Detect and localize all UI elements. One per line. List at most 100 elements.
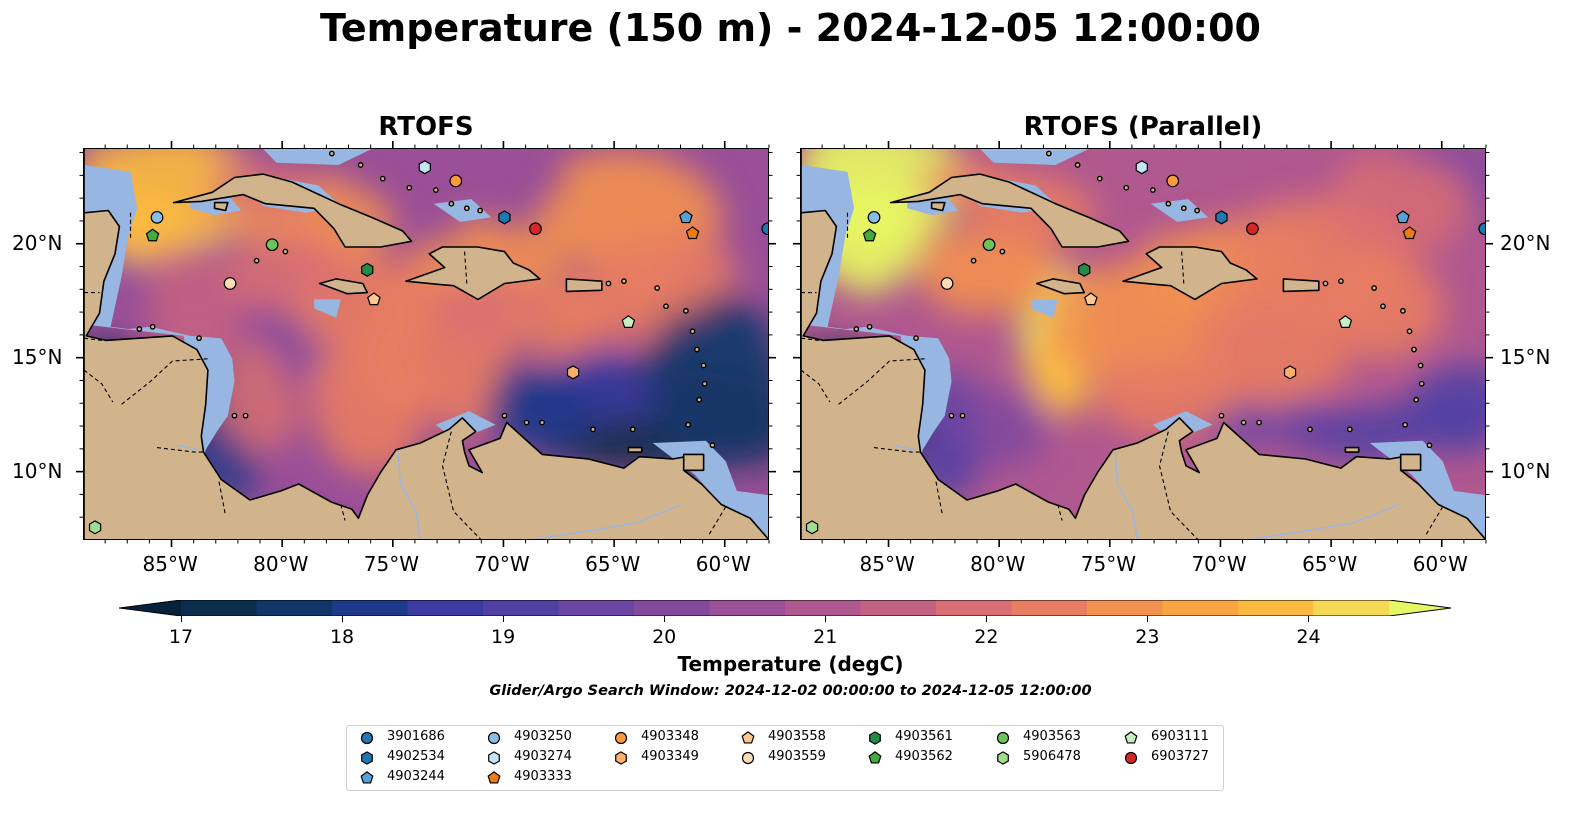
colorbar-segment	[558, 600, 635, 616]
colorbar-segment	[936, 600, 1013, 616]
lon-tick-label: 70°W	[1191, 552, 1247, 576]
colorbar-segment	[181, 600, 258, 616]
float-marker-4903562[interactable]	[145, 228, 160, 242]
lon-tick-label: 75°W	[1080, 552, 1137, 576]
colorbar-tick-label: 22	[974, 626, 999, 648]
legend-marker-4903559[interactable]	[741, 751, 755, 765]
colorbar-tick-label: 19	[491, 626, 516, 648]
colorbar-tick-mark	[664, 616, 666, 622]
legend-marker-4903558[interactable]	[741, 731, 755, 744]
figure-title: Temperature (150 m) - 2024-12-05 12:00:0…	[319, 6, 1261, 50]
legend-marker-4903562[interactable]	[868, 751, 882, 764]
lon-tick-label: 80°W	[253, 552, 309, 576]
circle-marker-icon	[360, 731, 374, 745]
colorbar-label: Temperature (degC)	[677, 652, 904, 676]
float-marker-4902534[interactable]	[498, 210, 511, 225]
legend-label: 5906478	[1023, 749, 1081, 764]
legend-marker-4903349[interactable]	[615, 751, 627, 765]
colorbar-tick-mark	[986, 616, 988, 622]
legend-marker-4903348[interactable]	[614, 731, 628, 745]
float-marker-5906478[interactable]	[88, 520, 102, 535]
lat-tick-label: 10°N	[12, 458, 63, 483]
float-marker-4903250[interactable]	[150, 210, 164, 224]
map-rtofs-parallel[interactable]	[800, 148, 1486, 540]
pentagon-marker-icon	[868, 751, 882, 764]
float-marker-4903274[interactable]	[418, 160, 431, 175]
float-marker-4903559[interactable]	[940, 277, 954, 290]
legend-marker-4902534[interactable]	[361, 751, 373, 765]
legend-marker-4903250[interactable]	[487, 731, 501, 745]
float-marker-4903559[interactable]	[223, 277, 237, 290]
colorbar	[118, 599, 1452, 617]
lat-tick-label: 15°N	[1500, 344, 1551, 369]
float-legend: 3901686 4902534 4903244 4903250 4903274 49033…	[346, 725, 1224, 791]
colorbar-segment	[634, 600, 711, 616]
float-marker-4903250[interactable]	[867, 210, 881, 224]
legend-marker-5906478[interactable]	[997, 751, 1009, 765]
legend-label: 4903349	[641, 749, 699, 764]
float-marker-3901686[interactable]	[761, 222, 769, 236]
rivers	[176, 444, 682, 539]
float-marker-4903244[interactable]	[679, 210, 693, 224]
float-marker-4903348[interactable]	[449, 174, 463, 188]
colorbar-segment	[1313, 600, 1390, 616]
legend-marker-4903563[interactable]	[996, 731, 1010, 745]
colorbar-segment	[256, 600, 333, 616]
colorbar-tick-label: 18	[329, 626, 355, 648]
float-marker-4903244[interactable]	[1396, 210, 1410, 224]
float-marker-4903561[interactable]	[1078, 262, 1091, 277]
float-markers	[805, 160, 1486, 535]
legend-marker-6903111[interactable]	[1124, 731, 1138, 744]
float-marker-4903558[interactable]	[1084, 292, 1098, 306]
float-marker-4903348[interactable]	[1166, 174, 1180, 188]
legend-marker-6903727[interactable]	[1124, 751, 1138, 765]
legend-label: 4903559	[768, 749, 826, 764]
float-marker-4903558[interactable]	[367, 292, 381, 306]
legend-marker-4903274[interactable]	[488, 751, 500, 765]
float-marker-4903349[interactable]	[1283, 365, 1297, 380]
colorbar-segment	[1162, 600, 1239, 616]
float-marker-4903333[interactable]	[685, 226, 700, 240]
float-marker-6903727[interactable]	[529, 222, 542, 236]
legend-label: 4902534	[387, 749, 445, 764]
lat-tick-label: 20°N	[1500, 230, 1551, 255]
float-marker-4903561[interactable]	[361, 262, 374, 277]
legend-label: 4903333	[514, 769, 572, 784]
colorbar-segment	[332, 600, 409, 616]
colorbar-extend-high	[1389, 600, 1451, 616]
float-marker-6903111[interactable]	[621, 315, 636, 328]
legend-label: 6903111	[1151, 729, 1209, 744]
float-marker-4903563[interactable]	[982, 238, 996, 252]
legend-marker-3901686[interactable]	[360, 731, 374, 745]
lat-tick-label: 10°N	[1500, 458, 1551, 483]
colorbar-tick-mark	[503, 616, 505, 622]
borders	[84, 212, 727, 539]
legend-label: 4903561	[895, 729, 953, 744]
colorbar-tick-label: 17	[168, 626, 194, 648]
lat-tick-label: 20°N	[12, 230, 63, 255]
land	[84, 149, 768, 539]
circle-marker-icon	[996, 731, 1010, 745]
float-marker-3901686[interactable]	[1478, 222, 1486, 236]
legend-marker-4903333[interactable]	[487, 771, 501, 784]
legend-marker-4903244[interactable]	[360, 771, 374, 784]
colorbar-tick-label: 24	[1296, 626, 1321, 648]
map-rtofs[interactable]	[83, 148, 769, 540]
lon-tick-label: 80°W	[970, 552, 1026, 576]
float-marker-6903727[interactable]	[1246, 222, 1259, 236]
float-marker-5906478[interactable]	[805, 520, 819, 535]
float-marker-4903563[interactable]	[265, 238, 279, 252]
colorbar-segment	[407, 600, 484, 616]
hexagon-marker-icon	[361, 751, 373, 765]
float-markers	[88, 160, 769, 535]
legend-marker-4903561[interactable]	[869, 731, 881, 745]
float-marker-4903333[interactable]	[1402, 226, 1417, 240]
colorbar-tick-label: 20	[652, 626, 677, 648]
float-marker-4902534[interactable]	[1215, 210, 1228, 225]
float-marker-6903111[interactable]	[1338, 315, 1353, 328]
float-marker-4903349[interactable]	[566, 365, 580, 380]
colorbar-tick-mark	[1147, 616, 1149, 622]
float-marker-4903562[interactable]	[862, 228, 877, 242]
borders	[801, 212, 1444, 539]
float-marker-4903274[interactable]	[1135, 160, 1148, 175]
